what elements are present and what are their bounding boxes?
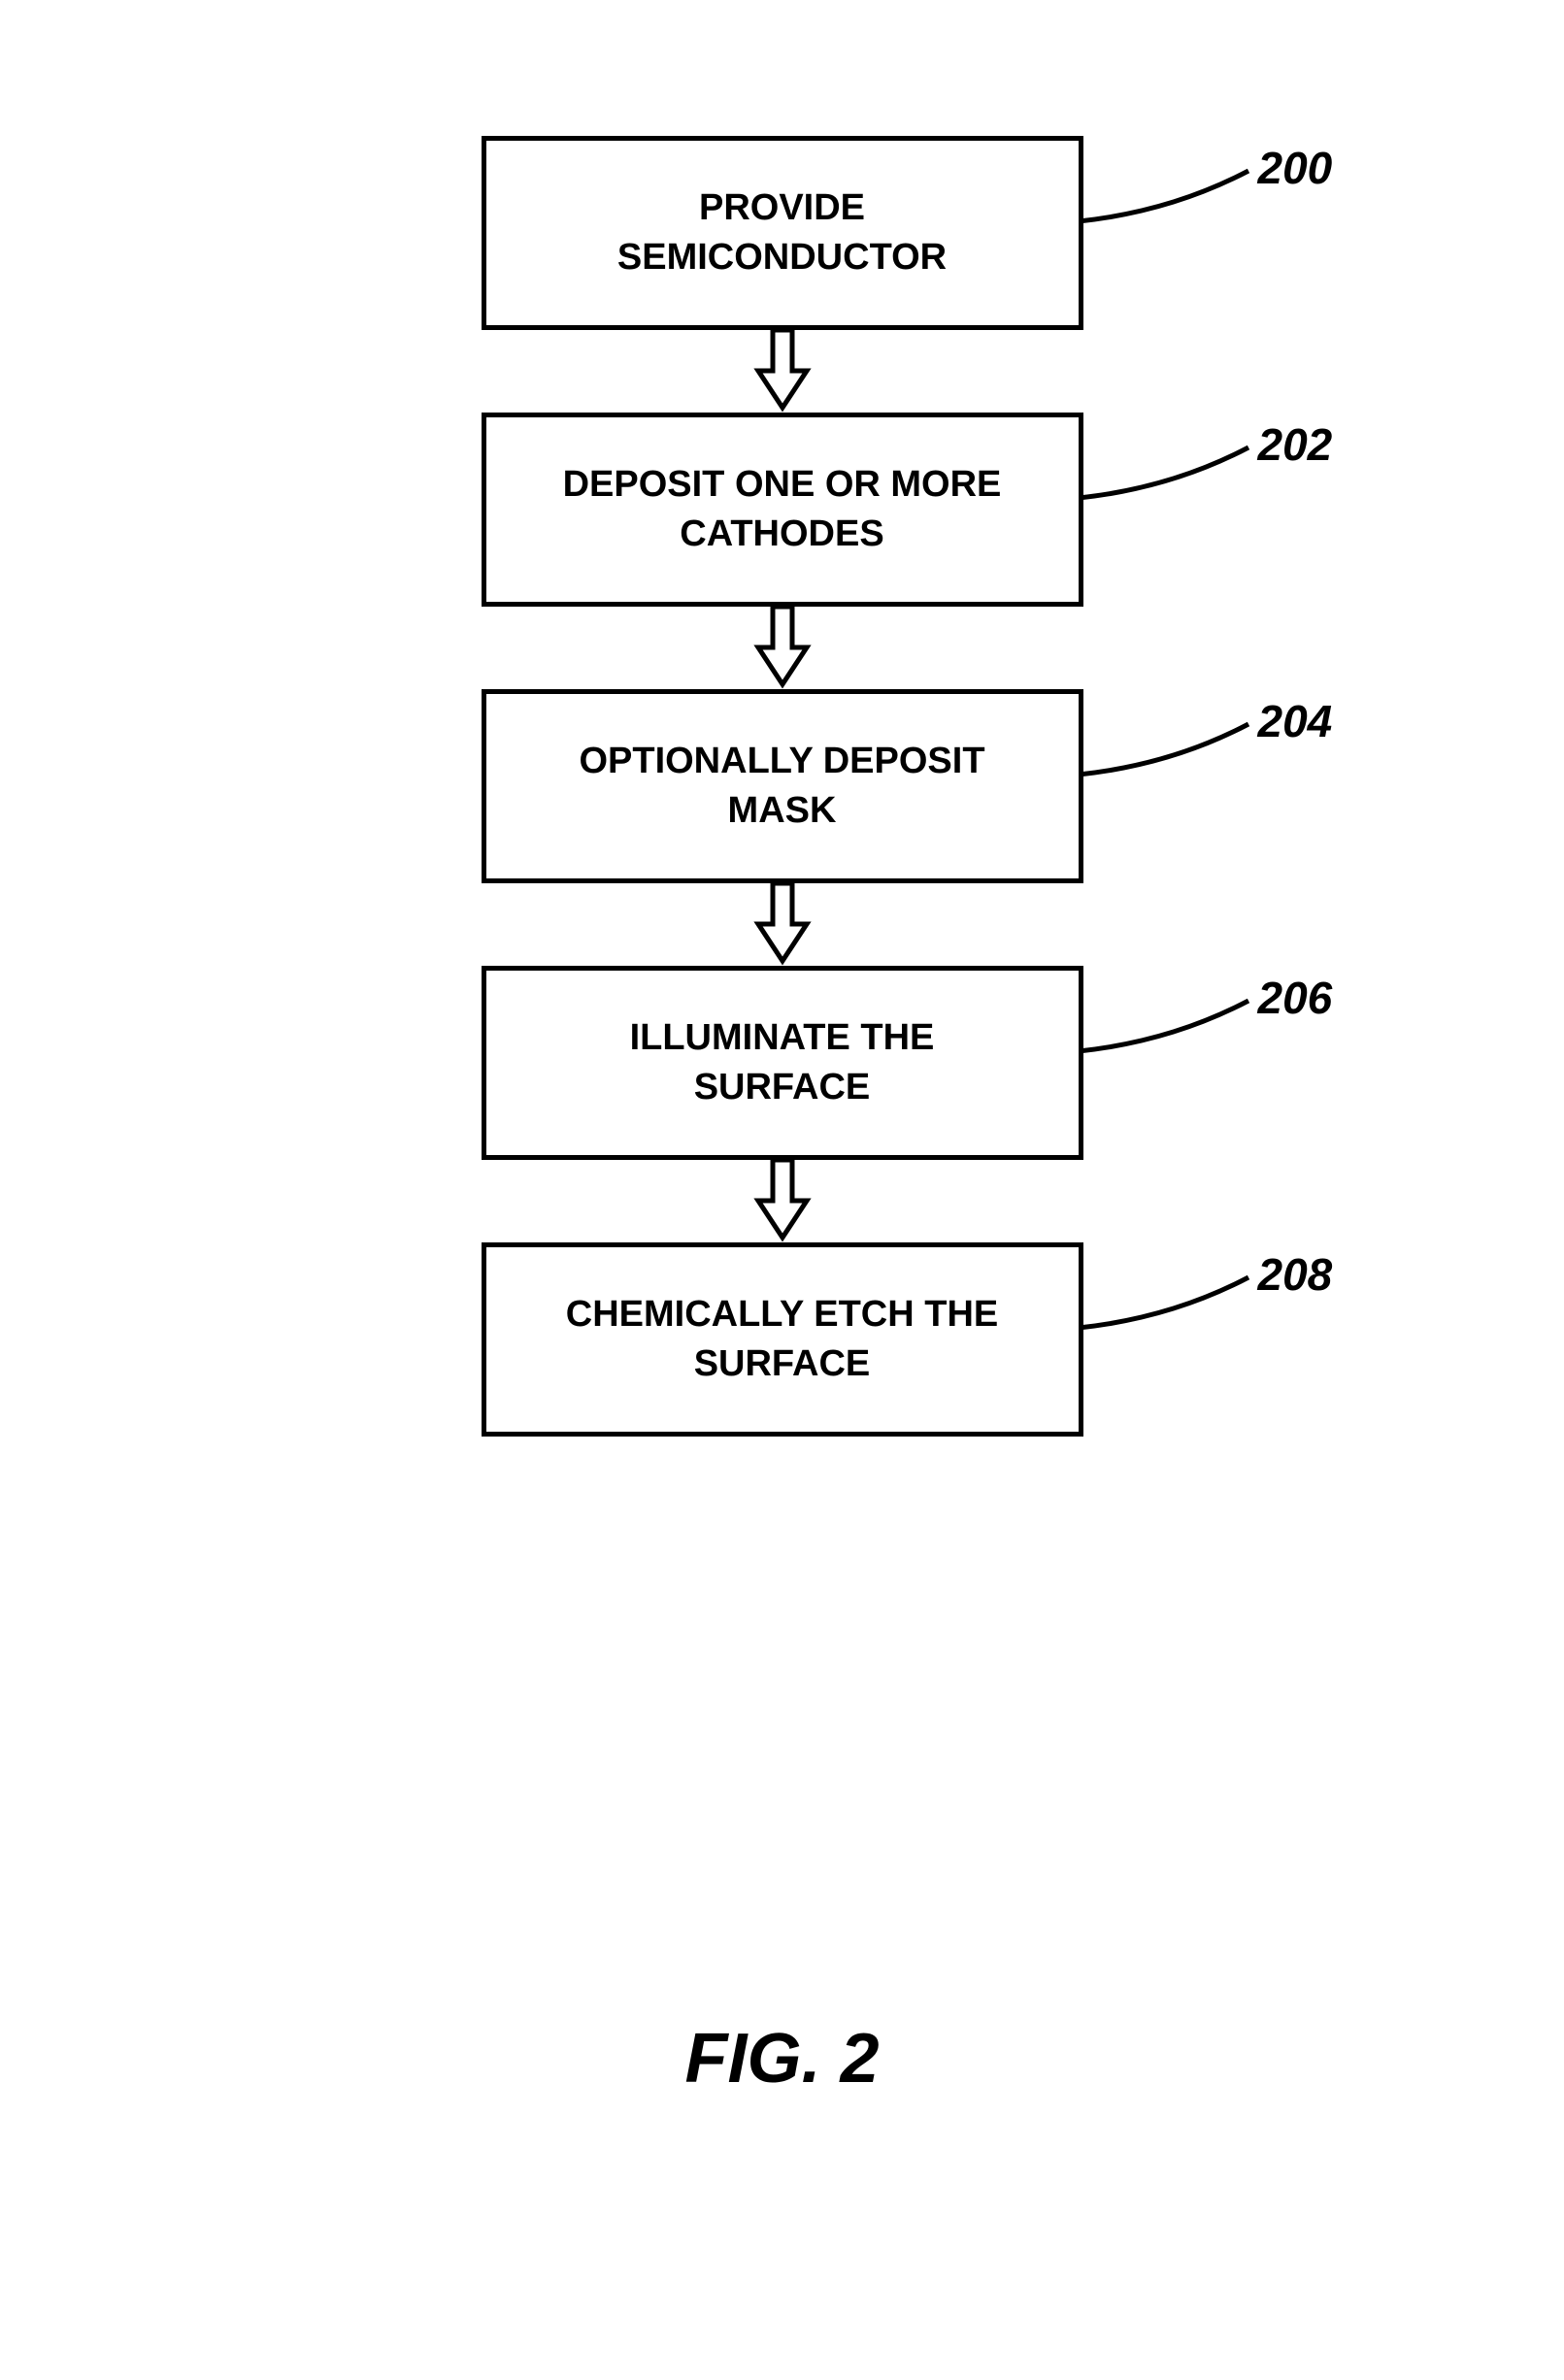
down-arrow-icon	[753, 330, 812, 413]
arrow-4	[753, 1160, 812, 1242]
step-text-5: CHEMICALLY ETCH THE SURFACE	[566, 1290, 998, 1390]
step-2-line2: CATHODES	[680, 513, 883, 554]
leader-4: 206	[1079, 995, 1258, 1063]
ref-number-2: 202	[1258, 414, 1333, 475]
down-arrow-icon	[753, 883, 812, 966]
down-arrow-icon	[753, 1160, 812, 1242]
leader-1: 200	[1079, 165, 1258, 233]
step-1-line1: PROVIDE	[699, 187, 865, 228]
step-3-line1: OPTIONALLY DEPOSIT	[579, 741, 984, 781]
step-1-line2: SEMICONDUCTOR	[617, 237, 947, 278]
step-5-line2: SURFACE	[694, 1343, 871, 1384]
leader-2: 202	[1079, 442, 1258, 510]
step-box-1: PROVIDE SEMICONDUCTOR 200	[482, 136, 1083, 330]
step-5-line1: CHEMICALLY ETCH THE	[566, 1294, 998, 1335]
step-2-line1: DEPOSIT ONE OR MORE	[563, 464, 1002, 505]
step-4-line2: SURFACE	[694, 1067, 871, 1107]
leader-line-icon	[1079, 1272, 1258, 1339]
ref-number-4: 206	[1258, 968, 1333, 1028]
step-box-4: ILLUMINATE THE SURFACE 206	[482, 966, 1083, 1160]
leader-3: 204	[1079, 718, 1258, 786]
step-4-line1: ILLUMINATE THE	[630, 1017, 935, 1058]
leader-line-icon	[1079, 995, 1258, 1063]
arrow-2	[753, 607, 812, 689]
arrow-3	[753, 883, 812, 966]
step-text-3: OPTIONALLY DEPOSIT MASK	[579, 737, 984, 837]
step-text-2: DEPOSIT ONE OR MORE CATHODES	[563, 460, 1002, 560]
step-3-line2: MASK	[728, 790, 837, 831]
step-text-1: PROVIDE SEMICONDUCTOR	[617, 183, 947, 283]
leader-line-icon	[1079, 165, 1258, 233]
step-box-2: DEPOSIT ONE OR MORE CATHODES 202	[482, 413, 1083, 607]
ref-number-3: 204	[1258, 691, 1333, 751]
ref-number-1: 200	[1258, 138, 1333, 198]
step-text-4: ILLUMINATE THE SURFACE	[630, 1013, 935, 1113]
ref-number-5: 208	[1258, 1244, 1333, 1305]
step-box-3: OPTIONALLY DEPOSIT MASK 204	[482, 689, 1083, 883]
flowchart-container: PROVIDE SEMICONDUCTOR 200 DEPOSIT ONE OR…	[482, 136, 1083, 1437]
step-box-5: CHEMICALLY ETCH THE SURFACE 208	[482, 1242, 1083, 1437]
figure-label: FIG. 2	[684, 2019, 879, 2099]
leader-5: 208	[1079, 1272, 1258, 1339]
leader-line-icon	[1079, 718, 1258, 786]
down-arrow-icon	[753, 607, 812, 689]
arrow-1	[753, 330, 812, 413]
leader-line-icon	[1079, 442, 1258, 510]
